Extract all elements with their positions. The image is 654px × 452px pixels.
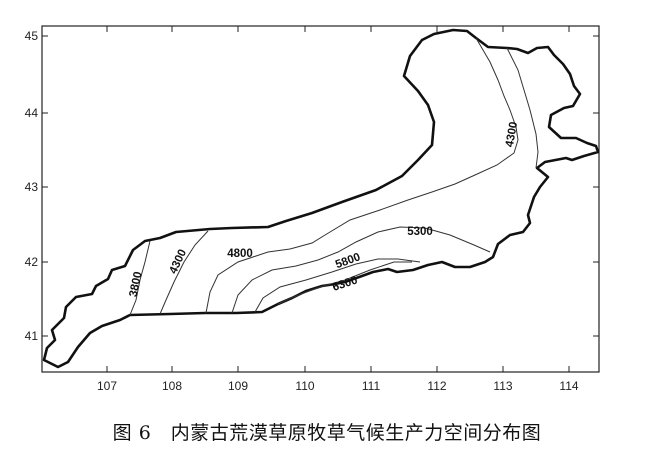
figure-caption: 图 6 内蒙古荒漠草原牧草气候生产力空间分布图 — [112, 422, 542, 444]
x-tick-label: 109 — [228, 379, 248, 393]
y-axis — [42, 35, 599, 337]
x-tick-labels: 107 108 109 110 111 112 113 114 — [97, 379, 579, 393]
y-tick-label: 43 — [25, 180, 39, 194]
x-tick-label: 108 — [162, 379, 182, 393]
region-boundary — [42, 28, 600, 369]
contour-lines — [129, 37, 539, 316]
contour-4300-west — [159, 230, 209, 315]
contour-label: 5300 — [407, 226, 433, 238]
contour-label: 4800 — [227, 248, 253, 260]
y-tick-label: 42 — [25, 255, 39, 269]
x-tick-label: 113 — [493, 379, 512, 393]
map-frame — [41, 25, 600, 373]
contour-6300 — [277, 261, 412, 305]
contour-5300 — [231, 226, 491, 314]
contour-3800 — [129, 240, 151, 316]
contour-4300-east — [506, 47, 539, 169]
y-tick-label: 44 — [25, 106, 39, 120]
contour-label: 3800 — [128, 271, 145, 299]
contour-5800 — [254, 258, 421, 313]
x-axis — [106, 26, 570, 372]
contour-4800 — [205, 37, 519, 314]
y-tick-labels: 45 44 43 42 41 — [25, 29, 39, 343]
x-tick-label: 112 — [427, 379, 446, 393]
y-tick-label: 45 — [25, 29, 39, 43]
x-tick-label: 107 — [97, 379, 117, 393]
contour-label: 4300 — [504, 121, 520, 148]
y-tick-label: 41 — [25, 329, 39, 343]
x-tick-label: 110 — [295, 379, 314, 393]
x-tick-label: 111 — [362, 379, 381, 393]
x-tick-label: 114 — [559, 379, 578, 393]
